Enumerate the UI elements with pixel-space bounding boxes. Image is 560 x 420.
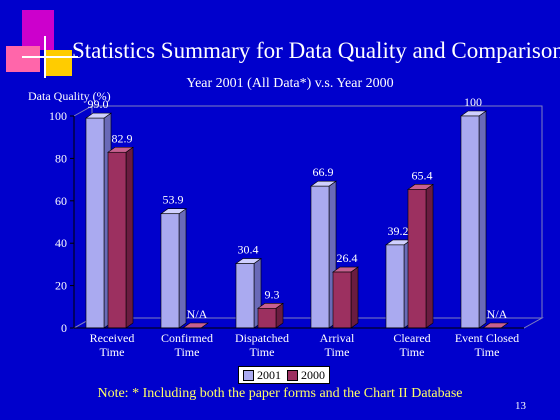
x-tick-label: Dispatched Time — [235, 331, 289, 359]
x-tick-label: Received Time — [90, 331, 135, 359]
bar-2001 — [460, 115, 480, 329]
data-label-2001: 100 — [464, 95, 482, 109]
x-tick-label: Event Closed Time — [455, 331, 519, 359]
bar-2001 — [385, 244, 405, 329]
legend-label-2000: 2000 — [301, 367, 325, 382]
chart-title: Year 2001 (All Data*) v.s. Year 2000 — [186, 76, 394, 91]
data-label-2001: 30.4 — [238, 243, 259, 257]
x-tick-label: Confirmed Time — [161, 331, 213, 359]
data-label-2001: 99.0 — [88, 97, 109, 111]
slide-logo — [0, 0, 80, 80]
y-tick-label: 0 — [61, 321, 67, 335]
y-tick-label: 20 — [55, 279, 67, 293]
bar-2000 — [332, 271, 352, 329]
legend-item-2001: 2001 — [243, 368, 281, 383]
bar-2001 — [160, 213, 180, 329]
page-number: 13 — [515, 400, 526, 412]
y-axis-label: Data Quality (%) — [28, 89, 111, 103]
bar-side-2000 — [350, 266, 359, 329]
chart-legend: 2001 2000 — [238, 366, 330, 384]
legend-swatch-2001 — [243, 369, 254, 381]
y-tick-label: 100 — [49, 109, 67, 123]
data-label-2001: 53.9 — [163, 193, 184, 207]
x-tick-label: Arrival Time — [320, 331, 355, 359]
legend-swatch-2000 — [287, 369, 298, 381]
slide-title: Statistics Summary for Data Quality and … — [72, 38, 560, 63]
bar-side-2000 — [125, 146, 134, 329]
x-tick-label: Cleared Time — [393, 331, 430, 359]
footnote: Note: * Including both the paper forms a… — [97, 386, 463, 401]
bar-2000 — [407, 189, 427, 329]
bar-2001 — [310, 185, 330, 329]
legend-label-2001: 2001 — [257, 367, 281, 382]
bar-side-2000 — [425, 183, 434, 329]
bar-side-2001 — [478, 110, 487, 329]
data-label-2001: 66.9 — [313, 165, 334, 179]
data-label-2001: 39.2 — [388, 224, 409, 238]
data-label-2000: 82.9 — [112, 131, 133, 145]
bar-2000 — [107, 151, 127, 329]
bar-side-2001 — [178, 208, 187, 329]
y-tick-label: 80 — [55, 151, 67, 165]
data-label-2000: N/A — [187, 307, 208, 321]
bar-2000 — [257, 307, 277, 329]
legend-item-2000: 2000 — [287, 368, 325, 383]
data-label-2000: 65.4 — [412, 168, 433, 182]
y-tick-label: 60 — [55, 194, 67, 208]
bar-2001 — [85, 117, 105, 329]
data-label-2000: N/A — [487, 307, 508, 321]
bar-2001 — [235, 263, 255, 329]
data-label-2000: 9.3 — [265, 287, 280, 301]
data-label-2000: 26.4 — [337, 251, 358, 265]
y-tick-label: 40 — [55, 236, 67, 250]
